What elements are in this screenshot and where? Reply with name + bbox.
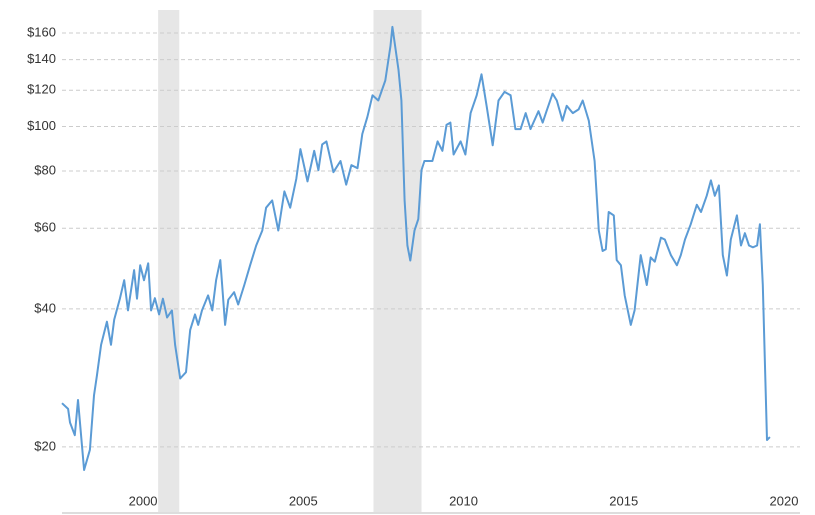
y-tick-label: $40 bbox=[34, 300, 56, 315]
shaded-range bbox=[373, 10, 422, 512]
y-tick-label: $160 bbox=[27, 24, 56, 39]
y-tick-label: $100 bbox=[27, 118, 56, 133]
x-tick-label: 2000 bbox=[129, 493, 158, 508]
y-tick-label: $140 bbox=[27, 51, 56, 66]
x-tick-label: 2015 bbox=[609, 493, 638, 508]
y-tick-label: $60 bbox=[34, 220, 56, 235]
y-tick-label: $120 bbox=[27, 82, 56, 97]
price-line bbox=[61, 25, 771, 471]
shaded-range bbox=[158, 10, 180, 512]
x-tick-label: 2020 bbox=[770, 493, 799, 508]
y-tick-label: $20 bbox=[34, 438, 56, 453]
x-tick-label: 2005 bbox=[289, 493, 318, 508]
x-tick-label: 2010 bbox=[449, 493, 478, 508]
y-tick-label: $80 bbox=[34, 162, 56, 177]
